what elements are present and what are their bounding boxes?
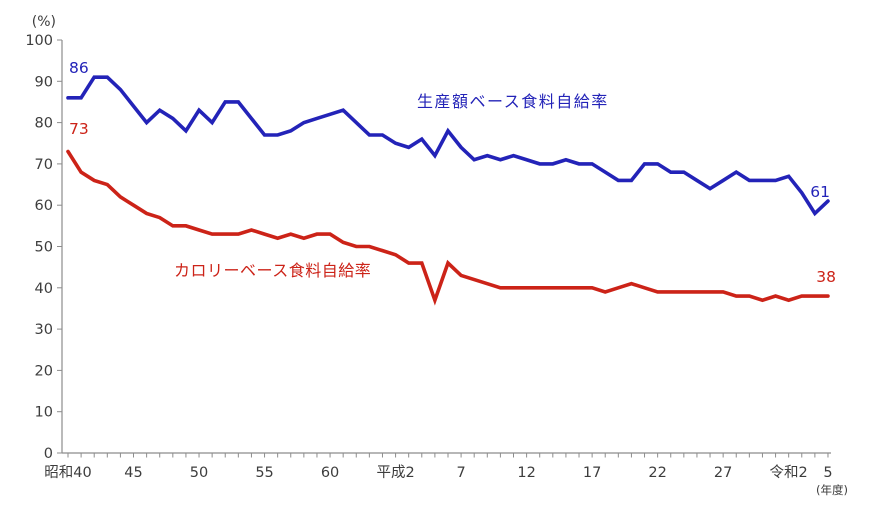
y-tick-label: 100 (25, 33, 53, 49)
production-value-end-label: 61 (810, 183, 830, 201)
x-tick-label: 55 (255, 465, 273, 481)
chart-plot-area: 0 10 20 30 40 50 60 70 80 90 100 昭和40 45 50 55 60 平成2 7 12… (25, 33, 836, 481)
x-tick-label: 7 (456, 465, 465, 481)
y-tick-label: 80 (35, 116, 53, 132)
x-tick-label: 45 (124, 465, 142, 481)
calorie-based-line (66, 149, 830, 306)
y-tick-label: 90 (35, 74, 53, 90)
calorie-based-series-label: カロリーベース食料自給率 (174, 261, 371, 280)
y-tick-label: 70 (35, 157, 53, 173)
x-tick-label: 17 (583, 465, 601, 481)
x-tick-label: 12 (517, 465, 535, 481)
calorie-based-start-label: 73 (69, 120, 89, 138)
production-value-series-label: 生産額ベース食料自給率 (417, 92, 609, 111)
y-tick-label: 60 (35, 198, 53, 214)
production-value-based-line (66, 75, 830, 217)
y-tick-label: 20 (35, 363, 53, 379)
x-tick-label: 50 (190, 465, 208, 481)
y-tick-label: 10 (35, 405, 53, 421)
x-tick-label: 令和2 (770, 464, 808, 481)
calorie-based-end-label: 38 (816, 268, 836, 286)
x-axis-unit-label: (年度) (816, 483, 848, 497)
x-tick-label: 昭和40 (44, 464, 91, 481)
x-tick-label: 平成2 (376, 464, 414, 481)
x-tick-label: 27 (714, 465, 732, 481)
x-tick-label: 22 (648, 465, 666, 481)
x-tick-label: 5 (823, 465, 832, 481)
y-tick-label: 30 (35, 322, 53, 338)
production-value-start-label: 86 (69, 59, 89, 77)
y-tick-label: 50 (35, 240, 53, 256)
x-tick-label: 60 (321, 465, 339, 481)
y-axis-unit-label: (%) (32, 14, 56, 30)
y-tick-label: 0 (44, 446, 53, 462)
y-tick-label: 40 (35, 281, 53, 297)
